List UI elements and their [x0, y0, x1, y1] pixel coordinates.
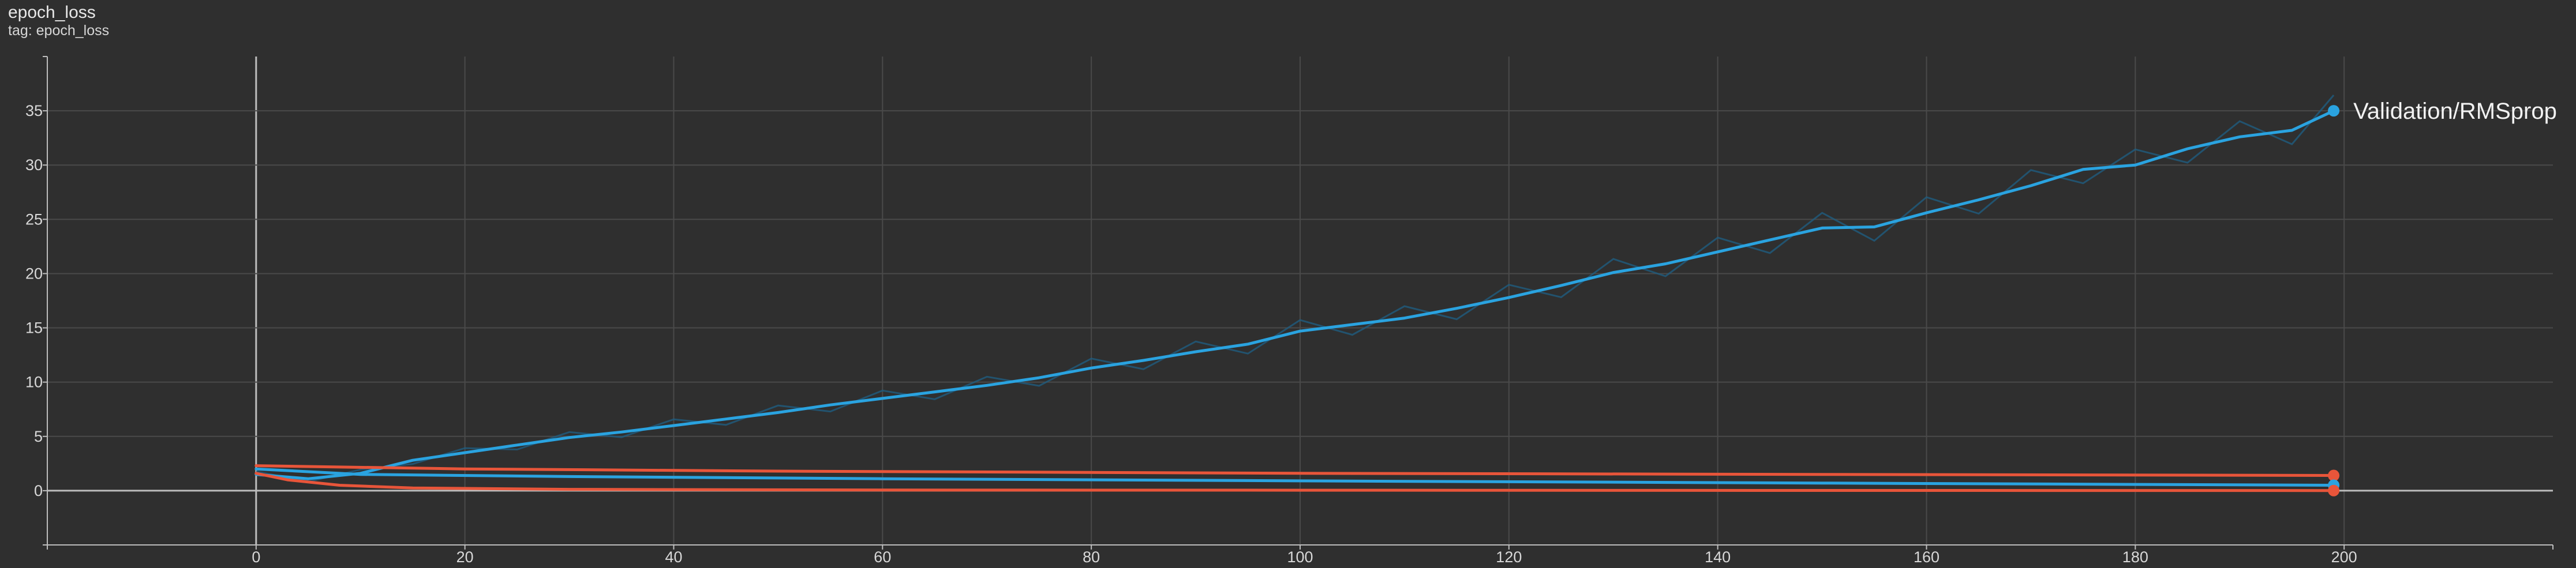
- series-layer[interactable]: [254, 95, 2340, 496]
- x-tick-label: 180: [2122, 548, 2148, 566]
- tick-layer: 0 20 40 60 80 100 120 140 160 180 200 0 5 10 15 20 25 30 3…: [25, 102, 2357, 566]
- series-end-point[interactable]: [2328, 105, 2340, 117]
- label-layer: Validation/RMSprop: [2353, 99, 2557, 124]
- x-tick-label: 20: [456, 548, 474, 566]
- series-group[interactable]: [254, 472, 2340, 496]
- series-group[interactable]: [254, 95, 2340, 483]
- axis-layer: [43, 56, 2553, 550]
- chart-tag: tag: epoch_loss: [8, 22, 110, 39]
- y-tick-label: 15: [25, 319, 43, 337]
- x-tick-label: 80: [1083, 548, 1100, 566]
- grid-layer: [47, 57, 2553, 545]
- series-label: Validation/RMSprop: [2353, 99, 2557, 124]
- y-tick-label: 25: [25, 210, 43, 228]
- series-line[interactable]: [254, 464, 2335, 477]
- y-tick-label: 0: [34, 482, 43, 499]
- y-tick-label: 35: [25, 102, 43, 119]
- y-tick-label: 30: [25, 156, 43, 174]
- series-end-point[interactable]: [2328, 469, 2340, 482]
- y-tick-label: 5: [34, 428, 43, 445]
- series-end-point[interactable]: [2328, 484, 2340, 496]
- y-tick-label: 20: [25, 265, 43, 282]
- x-tick-label: 200: [2331, 548, 2357, 566]
- series-group[interactable]: [254, 464, 2340, 482]
- y-tick-label: 10: [25, 374, 43, 391]
- x-tick-label: 160: [1914, 548, 1940, 566]
- series-raw-line: [256, 95, 2335, 483]
- x-tick-label: 40: [665, 548, 682, 566]
- x-tick-label: 0: [252, 548, 260, 566]
- x-tick-label: 100: [1287, 548, 1313, 566]
- chart-title: epoch_loss: [8, 3, 96, 22]
- x-tick-label: 60: [874, 548, 891, 566]
- series-line[interactable]: [254, 109, 2335, 480]
- series-line[interactable]: [254, 467, 2335, 487]
- x-tick-label: 120: [1496, 548, 1522, 566]
- x-tick-label: 140: [1705, 548, 1731, 566]
- series-line[interactable]: [254, 472, 2335, 492]
